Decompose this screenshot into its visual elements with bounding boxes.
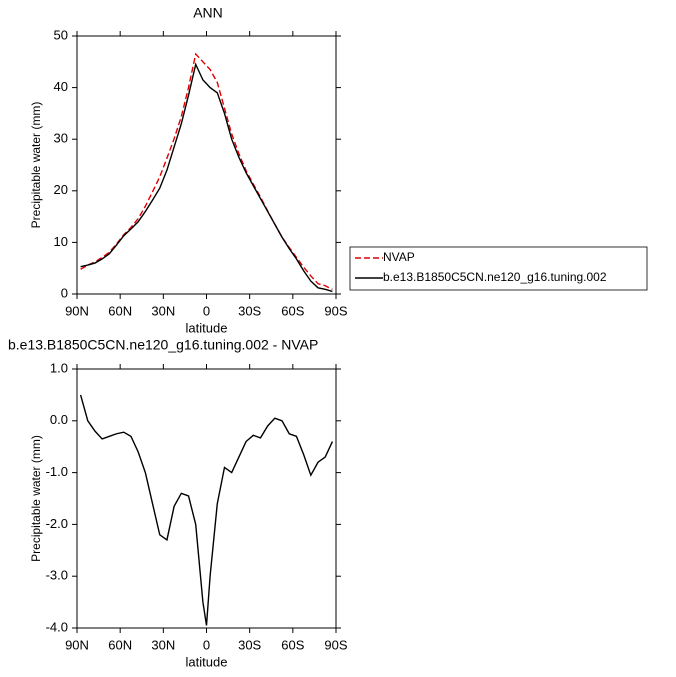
x-tick-label: 90S: [324, 303, 347, 318]
y-tick-label: 0.0: [50, 412, 68, 427]
x-tick-label: 60S: [281, 637, 304, 652]
x-tick-label: 0: [203, 303, 210, 318]
x-tick-label: 30S: [238, 303, 261, 318]
x-axis-label: latitude: [186, 654, 228, 669]
y-tick-label: 10: [54, 234, 68, 249]
chart-title: ANN: [193, 5, 223, 21]
y-tick-label: 1.0: [50, 360, 68, 375]
x-axis-label: latitude: [186, 320, 228, 335]
x-tick-label: 90N: [65, 303, 89, 318]
y-axis-label: Precipitable water (mm): [29, 435, 43, 562]
y-tick-label: -2.0: [46, 516, 68, 531]
data-line: [80, 62, 333, 293]
y-tick-label: 20: [54, 182, 68, 197]
y-tick-label: 30: [54, 131, 68, 146]
legend-label: NVAP: [383, 250, 415, 264]
chart-title: b.e13.B1850C5CN.ne120_g16.tuning.002 - N…: [8, 337, 318, 353]
x-tick-label: 60S: [281, 303, 304, 318]
x-tick-label: 0: [203, 637, 210, 652]
x-tick-label: 90S: [324, 637, 347, 652]
data-line: [80, 52, 333, 290]
x-tick-label: 30N: [151, 303, 175, 318]
plot-frame: [76, 368, 337, 629]
x-tick-label: 60N: [108, 637, 132, 652]
x-tick-label: 60N: [108, 303, 132, 318]
x-tick-label: 30S: [238, 637, 261, 652]
y-tick-label: -1.0: [46, 464, 68, 479]
y-axis-label: Precipitable water (mm): [29, 102, 43, 229]
legend-box: [349, 246, 648, 291]
y-tick-label: 0: [61, 285, 68, 300]
x-tick-label: 90N: [65, 637, 89, 652]
legend-label: b.e13.B1850C5CN.ne120_g16.tuning.002: [383, 270, 607, 284]
y-tick-label: -3.0: [46, 568, 68, 583]
y-tick-label: 40: [54, 79, 68, 94]
plot-frame: [76, 35, 337, 295]
y-tick-label: 50: [54, 27, 68, 42]
x-tick-label: 30N: [151, 637, 175, 652]
y-tick-label: -4.0: [46, 619, 68, 634]
data-line: [79, 394, 334, 626]
